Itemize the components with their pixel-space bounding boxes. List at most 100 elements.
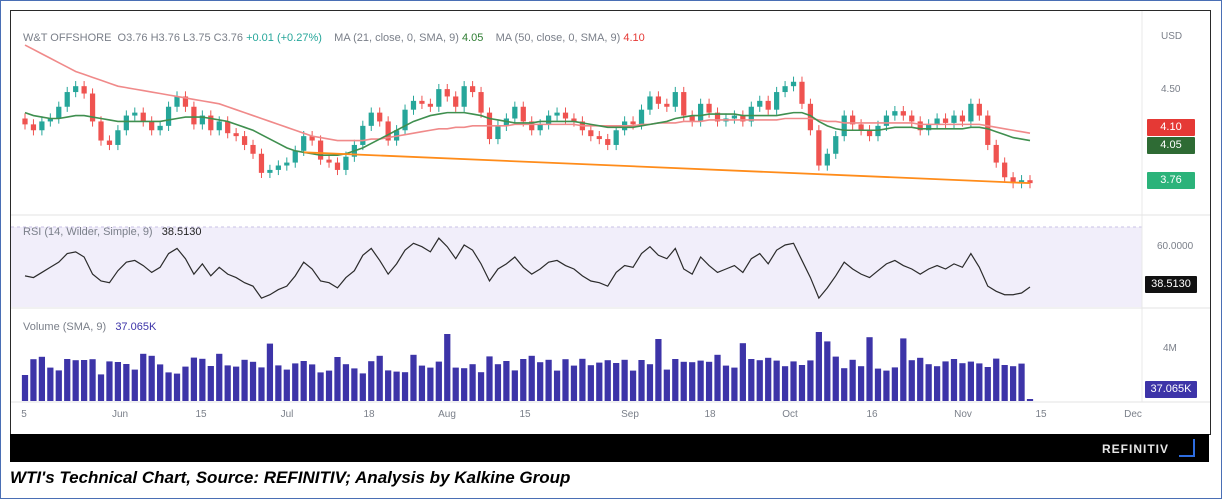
rsi-value: 38.5130 [161, 226, 202, 238]
volume-bar [967, 361, 975, 401]
volume-bar [368, 361, 375, 401]
candle-body [157, 125, 163, 131]
volume-bar [309, 364, 316, 401]
open-label: O [117, 32, 127, 44]
candle-body [993, 144, 999, 163]
volume-label: Volume (SMA, 9) [23, 321, 107, 333]
candle-body [1010, 177, 1016, 184]
candle-body [976, 103, 982, 116]
volume-bar [874, 368, 882, 401]
candle-body [317, 140, 324, 160]
ma21-value: 4.05 [461, 32, 484, 44]
volume-bar [216, 353, 223, 401]
volume-bar [55, 370, 62, 401]
date-tick: 15 [1035, 409, 1047, 420]
candle-body [444, 89, 450, 97]
volume-bar [832, 356, 839, 401]
volume-bar [655, 339, 662, 401]
candle-body [410, 100, 417, 110]
date-tick: Dec [1124, 409, 1142, 420]
candle-body [664, 103, 670, 107]
date-tick: 16 [866, 409, 878, 420]
volume-bar [444, 334, 451, 401]
volume-bar [38, 356, 46, 401]
volume-bar [385, 370, 392, 401]
volume-bar [72, 360, 79, 401]
candle-body [824, 153, 830, 166]
footer-bar: REFINITIV [10, 434, 1209, 462]
candle-body [731, 115, 738, 119]
volume-bar [342, 364, 350, 401]
candle-body [98, 121, 104, 141]
volume-bar [190, 357, 198, 401]
candle-body [757, 100, 763, 107]
high-value: 3.76 [158, 32, 180, 44]
candle-body [807, 103, 814, 131]
volume-bar [427, 367, 434, 401]
volume-bar [993, 358, 1000, 401]
volume-bar [697, 360, 704, 401]
volume-bar [790, 361, 797, 401]
volume-bar [756, 360, 763, 401]
candle-body [512, 106, 518, 119]
candle-body [951, 115, 957, 123]
volume-level-4m: 4M [1163, 343, 1177, 354]
volume-bar [106, 361, 113, 401]
candle-body [968, 103, 974, 122]
refinitiv-logo-icon [1179, 439, 1195, 457]
candle-body [638, 109, 645, 125]
volume-bar [325, 370, 333, 401]
symbol-name: W&T OFFSHORE [23, 32, 112, 44]
volume-bar [891, 367, 898, 401]
ma21-line [24, 111, 1031, 157]
rsi-line [24, 237, 1031, 300]
candle-body [115, 130, 121, 145]
volume-bar [798, 365, 806, 401]
candle-body [39, 121, 45, 131]
candle-body [123, 115, 129, 131]
candle-body [250, 144, 256, 154]
candle-body [453, 96, 459, 107]
close-value: 3.76 [221, 32, 244, 44]
date-tick: Nov [954, 409, 972, 420]
currency-label: USD [1161, 31, 1183, 42]
date-tick: Sep [621, 409, 639, 420]
volume-bar [114, 362, 122, 401]
candle-body [385, 121, 391, 141]
volume-bar [123, 364, 130, 401]
volume-bar [807, 360, 814, 401]
chart-canvas[interactable] [11, 11, 1210, 434]
candle-body [30, 124, 37, 131]
candle-body [1018, 180, 1025, 184]
rsi-level-60: 60.0000 [1157, 241, 1194, 252]
chart-panel[interactable]: W&T OFFSHORE O3.76 H3.76 L3.75 C3.76 +0.… [10, 10, 1211, 435]
volume-bar [452, 367, 459, 401]
candle-body [284, 162, 290, 166]
volume-bar [553, 370, 561, 401]
candle-body [985, 115, 991, 145]
figure-caption: WTI's Technical Chart, Source: REFINITIV… [10, 468, 571, 487]
candle-body [1002, 162, 1008, 178]
volume-bar [824, 341, 831, 401]
volume-bar [866, 337, 873, 401]
date-tick: 18 [704, 409, 716, 420]
candle-body [816, 130, 822, 166]
open-value: 3.76 [126, 32, 148, 44]
candle-body [377, 112, 383, 122]
candle-body [959, 115, 966, 122]
candle-body [900, 111, 906, 116]
date-tick: Aug [438, 409, 456, 420]
ma50-line [24, 44, 1031, 142]
volume-bar [596, 362, 603, 401]
volume-bar [199, 358, 206, 401]
volume-bar [731, 367, 738, 401]
volume-bar [528, 355, 535, 401]
candle-body [748, 106, 754, 122]
candle-body [774, 92, 780, 110]
candle-body [689, 115, 695, 122]
candle-body [140, 112, 146, 122]
volume-bar [494, 364, 502, 401]
volume-bar [849, 359, 856, 401]
candle-body [258, 153, 265, 173]
candle-body [1027, 180, 1033, 184]
